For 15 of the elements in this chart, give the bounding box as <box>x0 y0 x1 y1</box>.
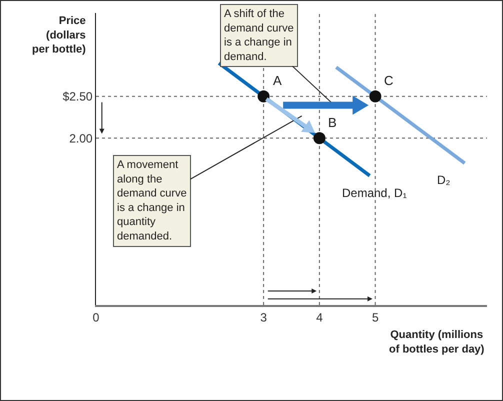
x-tick-label: 5 <box>372 310 379 324</box>
y-axis-title: Price (dollars per bottle) <box>32 15 86 56</box>
x-axis-title: Quantity (millions of bottles per day) <box>389 329 485 356</box>
annotation: A <box>273 73 282 88</box>
annotation: B <box>328 115 337 130</box>
x-tick-label: 4 <box>316 310 324 324</box>
series-label: D₂ <box>437 173 451 187</box>
annotation: A movement along the demand curve is a change in quantity demanded. <box>117 159 187 242</box>
annotation: A shift of the demand curve is a change in demand. <box>224 8 294 63</box>
annotation: C <box>384 73 394 88</box>
x-tick-label: 0 <box>92 310 100 324</box>
y-tick-label: $2.50 <box>62 90 93 104</box>
y-tick-label: 2.00 <box>69 131 93 146</box>
x-tick-label: 3 <box>260 310 268 324</box>
series-label: Demand, D₁ <box>342 186 407 200</box>
